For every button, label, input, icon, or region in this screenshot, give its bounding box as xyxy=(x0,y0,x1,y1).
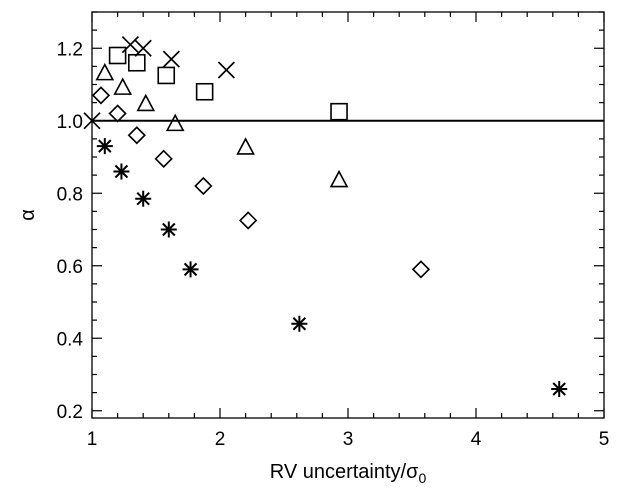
data-point-diamond xyxy=(91,86,111,105)
data-point-triangle xyxy=(113,77,133,95)
data-point-square xyxy=(128,53,146,72)
y-axis: 0.2 0.4 0.6 0.8 1.0 1.2 xyxy=(57,11,604,423)
data-point-diamond xyxy=(194,176,213,196)
data-point-asterisk xyxy=(160,221,177,238)
data-point-x xyxy=(83,112,101,130)
x-tick-label: 1 xyxy=(87,429,98,450)
data-point-asterisk xyxy=(113,163,130,180)
data-point-asterisk xyxy=(182,261,199,278)
data-point-triangle xyxy=(136,93,156,112)
y-tick-label: 0.2 xyxy=(57,402,83,423)
x-tick-label: 3 xyxy=(343,429,354,450)
data-point-triangle xyxy=(236,137,255,155)
x-axis: 1 2 3 4 5 xyxy=(87,12,610,450)
data-point-diamond xyxy=(127,126,146,145)
data-point-diamond xyxy=(239,211,258,230)
data-point-square xyxy=(157,66,176,85)
data-point-diamond xyxy=(154,149,173,168)
data-point-x xyxy=(217,61,235,79)
y-tick-label: 0.6 xyxy=(57,257,83,278)
data-point-triangle xyxy=(95,62,115,81)
data-points xyxy=(83,36,568,397)
x-tick-label: 4 xyxy=(471,429,482,450)
y-tick-label: 0.8 xyxy=(57,184,83,205)
y-axis-title: α xyxy=(17,209,39,221)
data-point-asterisk xyxy=(96,138,113,155)
data-point-triangle xyxy=(165,113,185,132)
data-point-diamond xyxy=(108,104,127,123)
data-point-x xyxy=(162,50,180,68)
x-tick-label: 5 xyxy=(599,429,610,450)
data-point-square xyxy=(108,46,127,65)
y-tick-label: 1.2 xyxy=(57,39,83,60)
y-tick-label: 0.4 xyxy=(57,329,84,350)
data-point-diamond xyxy=(411,260,431,279)
data-point-asterisk xyxy=(291,315,308,332)
plot-frame xyxy=(91,11,605,419)
data-point-triangle xyxy=(329,169,349,188)
data-point-x xyxy=(134,39,152,57)
x-tick-label: 2 xyxy=(215,429,226,450)
x-axis-title: RV uncertainty/σ0 xyxy=(270,461,427,486)
data-point-square xyxy=(195,82,214,101)
data-point-square xyxy=(330,102,348,121)
y-tick-label: 1.0 xyxy=(57,112,83,133)
data-point-asterisk xyxy=(135,190,152,207)
data-point-asterisk xyxy=(551,381,568,397)
